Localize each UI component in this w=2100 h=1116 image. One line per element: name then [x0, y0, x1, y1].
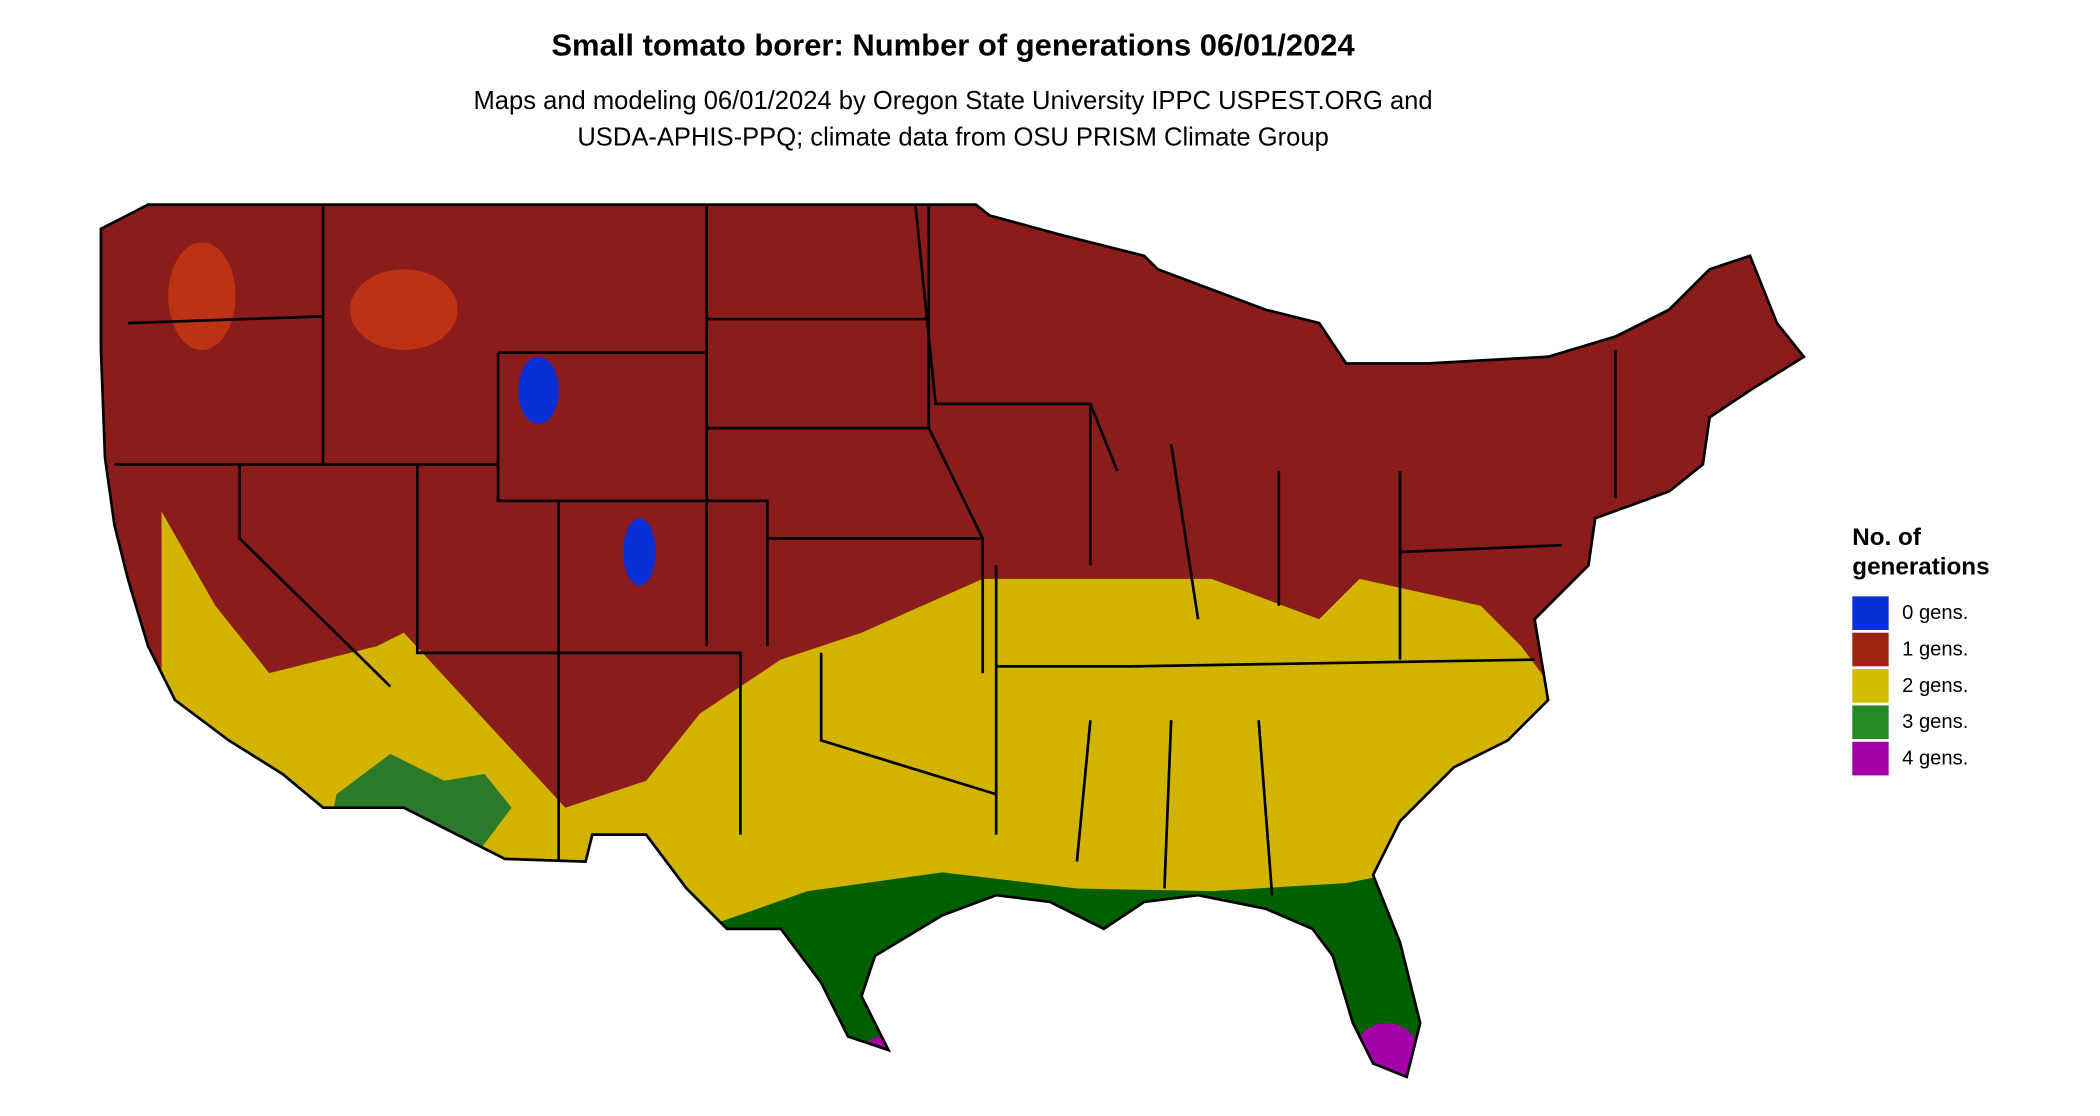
- legend: No. of generations 0 gens. 1 gens. 2 gens.…: [1852, 524, 1990, 776]
- legend-swatch: [1852, 741, 1889, 776]
- region-0gen: [518, 356, 559, 425]
- title: Small tomato borer: Number of generation…: [551, 27, 1355, 62]
- legend-title: No. of: [1852, 524, 1922, 551]
- legend-swatch: [1852, 632, 1889, 667]
- legend-label: 0 gens.: [1902, 602, 1968, 624]
- map: [100, 204, 1804, 1077]
- legend-swatch: [1852, 596, 1889, 631]
- state-borders: [114, 204, 1617, 896]
- region-0gen: [623, 518, 656, 586]
- legend-label: 3 gens.: [1902, 711, 1968, 733]
- region-1gen-light: [350, 269, 458, 351]
- subtitle: USDA-APHIS-PPQ; climate data from OSU PR…: [577, 123, 1328, 151]
- state-lines: [99, 203, 1806, 1079]
- legend-title: generations: [1852, 554, 1989, 581]
- region-1gen-light: [168, 242, 236, 351]
- subtitle: Maps and modeling 06/01/2024 by Oregon S…: [474, 87, 1433, 115]
- legend-swatch: [1852, 669, 1889, 703]
- region-4gen: [1352, 1023, 1421, 1077]
- legend-swatch: [1852, 705, 1889, 740]
- legend-label: 1 gens.: [1902, 639, 1968, 661]
- legend-label: 4 gens.: [1902, 748, 1968, 770]
- region-3gen: [673, 872, 1441, 1077]
- legend-label: 2 gens.: [1902, 675, 1968, 697]
- us-outline: [99, 203, 1806, 1079]
